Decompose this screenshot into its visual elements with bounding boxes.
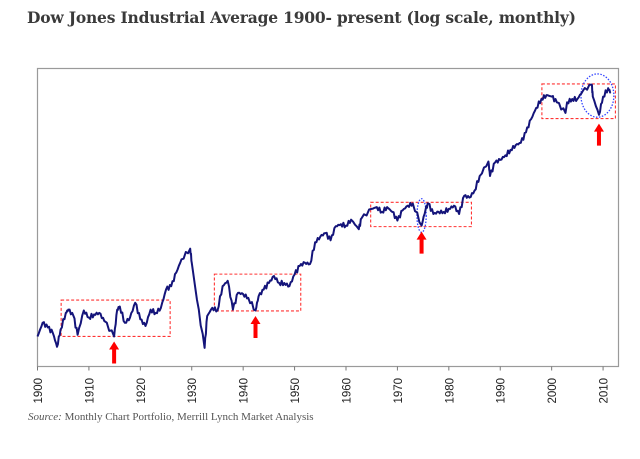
x-axis: 1900 1910 1920 1930 1940 1950 1960 1970 1980 1990… — [33, 366, 611, 404]
x-tick-label: 1900 — [33, 378, 45, 404]
support-range-box-1 — [60, 299, 171, 338]
highlight-ellipse-2 — [580, 73, 615, 118]
support-range-box-2 — [213, 273, 302, 312]
x-tick-label: 2010 — [599, 378, 611, 404]
x-tick-label: 1930 — [187, 378, 199, 404]
x-tick-label: 1970 — [393, 378, 405, 404]
dow-series-line — [36, 83, 612, 349]
x-tick-label: 1920 — [136, 378, 148, 404]
support-range-box-4 — [541, 83, 616, 120]
source-note: Source: Monthly Chart Portfolio, Merrill… — [28, 411, 314, 423]
red-up-arrow-icon — [593, 123, 604, 146]
plot-frame — [36, 67, 620, 368]
source-label: Source: — [28, 411, 62, 423]
x-tick-label: 1910 — [84, 378, 96, 404]
red-up-arrow-icon — [109, 341, 120, 364]
red-up-arrow-icon — [250, 315, 261, 338]
red-up-arrow-icon — [416, 231, 427, 254]
source-text: Monthly Chart Portfolio, Merrill Lynch M… — [61, 411, 314, 423]
x-tick-label: 1980 — [444, 378, 456, 404]
support-range-box-3 — [370, 201, 473, 228]
x-tick-label: 1990 — [496, 378, 508, 404]
x-tick-label: 1960 — [341, 378, 353, 404]
x-tick-label: 1950 — [290, 378, 302, 404]
x-tick-label: 1940 — [239, 378, 251, 404]
arrows — [109, 123, 604, 364]
x-tick-label: 2000 — [547, 378, 559, 404]
chart-title: Dow Jones Industrial Average 1900- prese… — [27, 8, 576, 27]
